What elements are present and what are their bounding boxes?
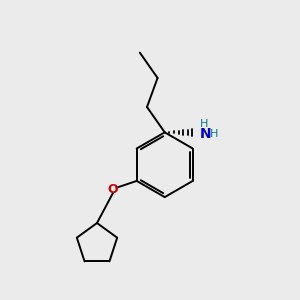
- Text: O: O: [108, 183, 118, 196]
- Text: H: H: [200, 119, 208, 129]
- Text: N: N: [200, 127, 211, 141]
- Text: H: H: [209, 129, 218, 139]
